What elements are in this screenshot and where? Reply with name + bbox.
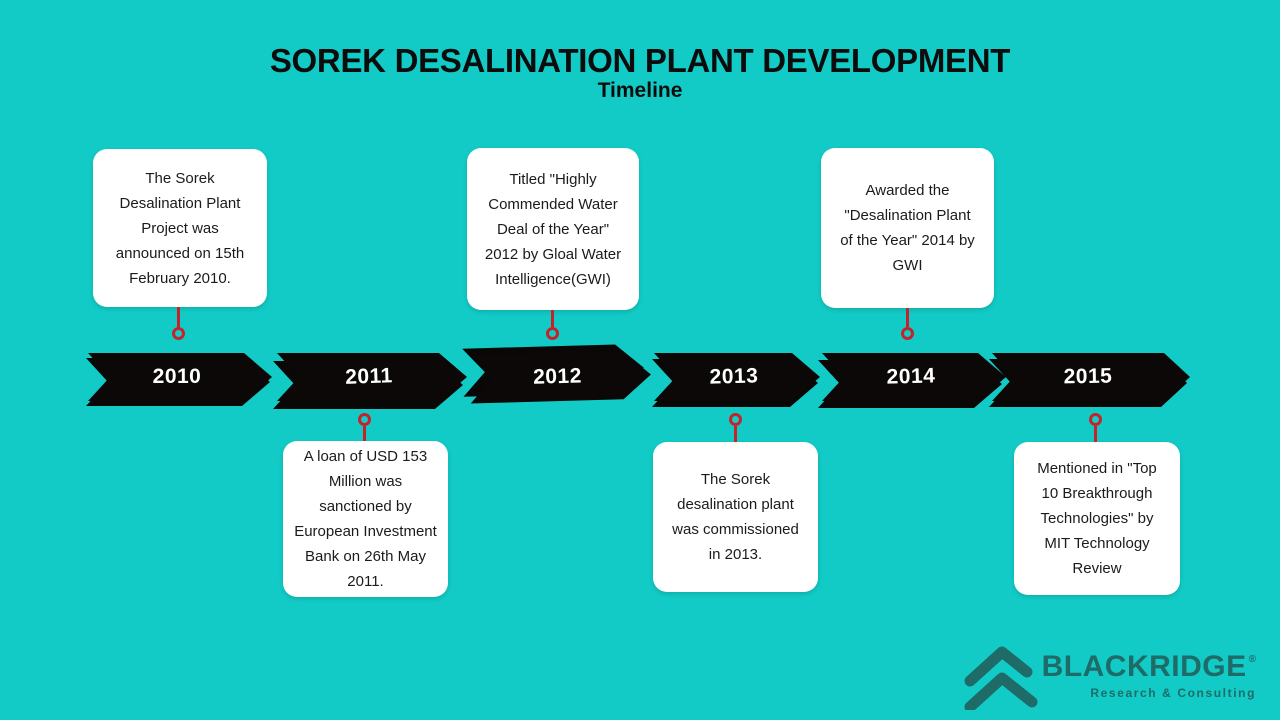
- event-card-2015: Mentioned in "Top 10 Breakthrough Techno…: [1014, 442, 1180, 595]
- event-card-2014: Awarded the "Desalination Plant of the Y…: [821, 148, 994, 308]
- connector-line: [1094, 426, 1097, 442]
- event-text-2011: A loan of USD 153 Million was sanctioned…: [294, 448, 437, 590]
- event-text-2010: The Sorek Desalination Plant Project was…: [115, 169, 245, 287]
- connector-line: [734, 426, 737, 442]
- logo-tagline: Research & Consulting: [1090, 686, 1256, 700]
- arrow-shape-icon: [652, 353, 820, 407]
- timeline-arrow-2014: 2014: [818, 353, 1006, 408]
- timeline-arrow-2010: 2010: [86, 353, 272, 406]
- event-text-2014: Awarded the "Desalination Plant of the Y…: [840, 182, 975, 274]
- event-card-2011: A loan of USD 153 Million was sanctioned…: [283, 441, 448, 597]
- event-card-2010: The Sorek Desalination Plant Project was…: [93, 149, 267, 307]
- event-text-2015: Mentioned in "Top 10 Breakthrough Techno…: [1037, 460, 1157, 577]
- arrow-shape-icon: [86, 353, 272, 406]
- connector-dot: [1089, 413, 1102, 426]
- year-label-2015: 2015: [1063, 364, 1113, 389]
- year-label-2010: 2010: [152, 365, 202, 388]
- timeline-arrow-2012: 2012: [462, 344, 651, 404]
- connector-2012: [546, 310, 559, 340]
- connector-dot: [172, 327, 185, 340]
- connector-2015: [1089, 413, 1102, 442]
- timeline-arrow-2015: 2015: [989, 353, 1190, 407]
- year-label-2011: 2011: [344, 364, 394, 389]
- year-label-2013: 2013: [709, 364, 759, 389]
- timeline-arrow-2011: 2011: [273, 353, 467, 409]
- connector-dot: [358, 413, 371, 426]
- connector-dot: [901, 327, 914, 340]
- connector-2013: [729, 413, 742, 442]
- logo-name-row: BLACKRIDGE ®: [1042, 650, 1256, 684]
- double-chevron-up-icon: [964, 646, 1038, 710]
- arrow-shape-icon: [273, 353, 467, 409]
- connector-2010: [172, 307, 185, 340]
- connector-dot: [546, 327, 559, 340]
- event-card-2013: The Sorek desalination plant was commiss…: [653, 442, 818, 592]
- connector-2011: [358, 413, 371, 441]
- connector-line: [177, 307, 180, 327]
- arrow-shape-icon: [462, 344, 651, 404]
- page-subtitle: Timeline: [597, 79, 683, 102]
- arrow-shape-icon: [818, 353, 1006, 408]
- page-title: SOREK DESALINATION PLANT DEVELOPMENT: [269, 42, 1011, 79]
- connector-line: [363, 426, 366, 441]
- connector-2014: [901, 308, 914, 340]
- brand-logo: BLACKRIDGE ® Research & Consulting: [1042, 650, 1256, 700]
- year-label-2014: 2014: [886, 364, 936, 389]
- connector-dot: [729, 413, 742, 426]
- registered-trademark-symbol: ®: [1248, 654, 1256, 665]
- header: SOREK DESALINATION PLANT DEVELOPMENT Tim…: [0, 44, 1280, 103]
- connector-line: [551, 310, 554, 327]
- event-text-2012: Titled "Highly Commended Water Deal of t…: [484, 170, 622, 288]
- arrow-shape-icon: [989, 353, 1190, 407]
- event-card-2012: Titled "Highly Commended Water Deal of t…: [467, 148, 639, 310]
- timeline-arrow-2013: 2013: [652, 353, 820, 407]
- year-label-2012: 2012: [532, 364, 583, 389]
- event-text-2013: The Sorek desalination plant was commiss…: [672, 471, 799, 563]
- logo-name: BLACKRIDGE: [1041, 650, 1247, 683]
- connector-line: [906, 308, 909, 327]
